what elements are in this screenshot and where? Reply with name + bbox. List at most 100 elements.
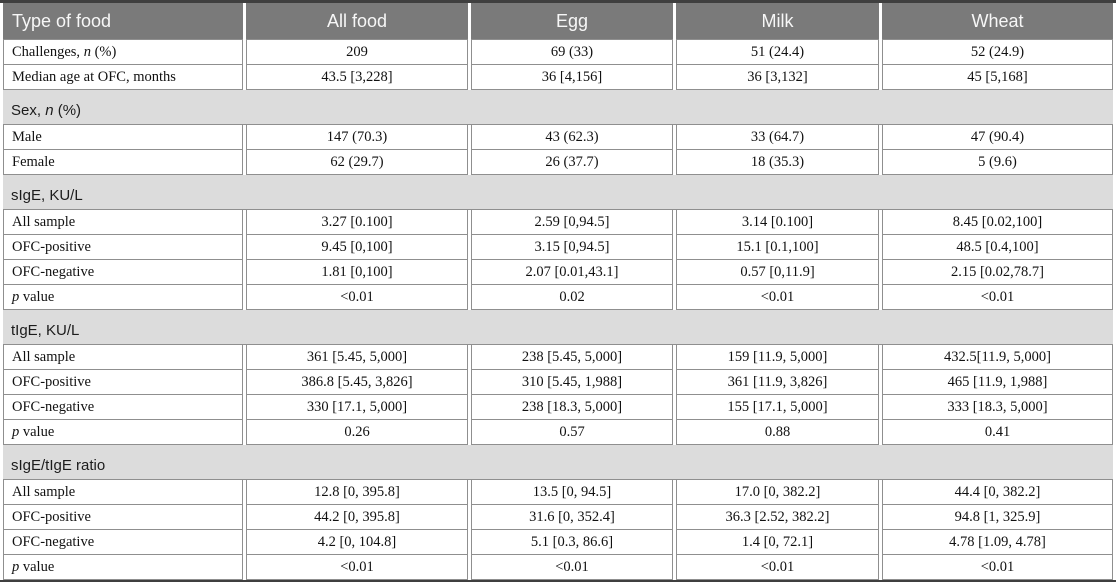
row-label: Challenges, n (%) [3,39,243,65]
value-cell: 3.15 [0,94.5] [471,235,673,260]
value-cell: 0.57 [0,11.9] [676,260,879,285]
row-label: Median age at OFC, months [3,65,243,90]
value-cell: <0.01 [882,285,1113,310]
value-cell: 44.2 [0, 395.8] [246,505,468,530]
section-label-text: sIgE, KU/L [11,187,83,204]
table-row: All sample 361 [5.45, 5,000] 238 [5.45, … [3,345,1113,370]
row-label-text: All sample [12,213,76,230]
value-cell: <0.01 [246,285,468,310]
row-label-italic: p [12,423,20,440]
value-cell: 465 [11.9, 1,988] [882,370,1113,395]
value-cell: 36.3 [2.52, 382.2] [676,505,879,530]
value-cell: 361 [11.9, 3,826] [676,370,879,395]
value-cell: 36 [3,132] [676,65,879,90]
value-cell: 1.4 [0, 72.1] [676,530,879,555]
value-cell: 33 (64.7) [676,125,879,150]
value-cell: 432.5[11.9, 5,000] [882,345,1113,370]
table-row: OFC-negative 4.2 [0, 104.8] 5.1 [0.3, 86… [3,530,1113,555]
column-header-wheat: Wheat [882,3,1113,39]
section-label-text: (%) [53,102,82,119]
section-label-italic: n [45,102,54,119]
value-cell: 159 [11.9, 5,000] [676,345,879,370]
row-label: p value [3,420,243,445]
row-label-text: Female [12,153,55,170]
value-cell: 386.8 [5.45, 3,826] [246,370,468,395]
row-label: OFC-positive [3,370,243,395]
row-label-text: OFC-negative [12,263,95,280]
value-cell: 0.02 [471,285,673,310]
value-cell: 238 [5.45, 5,000] [471,345,673,370]
section-label-text: tIgE, KU/L [11,322,80,339]
value-cell: 36 [4,156] [471,65,673,90]
row-label-text: OFC-positive [12,238,91,255]
value-cell: 0.88 [676,420,879,445]
value-cell: 238 [18.3, 5,000] [471,395,673,420]
table-row: p value 0.26 0.57 0.88 0.41 [3,420,1113,445]
table-row: OFC-positive 9.45 [0,100] 3.15 [0,94.5] … [3,235,1113,260]
value-cell: 2.15 [0.02,78.7] [882,260,1113,285]
section-header-sex: Sex, n (%) [3,90,1113,125]
table-row: All sample 12.8 [0, 395.8] 13.5 [0, 94.5… [3,480,1113,505]
value-cell: 43.5 [3,228] [246,65,468,90]
header-row: Type of food All food Egg Milk Wheat [3,3,1113,39]
value-cell: 48.5 [0.4,100] [882,235,1113,260]
value-cell: 361 [5.45, 5,000] [246,345,468,370]
value-cell: 9.45 [0,100] [246,235,468,260]
value-cell: 209 [246,39,468,65]
row-label-text: OFC-positive [12,373,91,390]
row-label: OFC-positive [3,235,243,260]
value-cell: 51 (24.4) [676,39,879,65]
row-label-text: Median age at OFC, months [12,68,176,85]
value-cell: 5 (9.6) [882,150,1113,175]
value-cell: <0.01 [676,555,879,580]
value-cell: 3.14 [0.100] [676,210,879,235]
section-header-row: sIgE, KU/L [3,175,1113,210]
table-row: OFC-negative 330 [17.1, 5,000] 238 [18.3… [3,395,1113,420]
value-cell: 17.0 [0, 382.2] [676,480,879,505]
value-cell: <0.01 [246,555,468,580]
row-label: Male [3,125,243,150]
value-cell: 94.8 [1, 325.9] [882,505,1113,530]
table-row: OFC-positive 386.8 [5.45, 3,826] 310 [5.… [3,370,1113,395]
value-cell: 1.81 [0,100] [246,260,468,285]
value-cell: 2.59 [0,94.5] [471,210,673,235]
section-header-sige-tige-ratio: sIgE/tIgE ratio [3,445,1113,480]
row-label-text: value [19,423,55,440]
row-label: All sample [3,210,243,235]
value-cell: 4.78 [1.09, 4.78] [882,530,1113,555]
value-cell: 26 (37.7) [471,150,673,175]
section-label-text: sIgE/tIgE ratio [11,457,106,474]
column-header-milk: Milk [676,3,879,39]
value-cell: 18 (35.3) [676,150,879,175]
row-label: OFC-negative [3,530,243,555]
section-header-row: sIgE/tIgE ratio [3,445,1113,480]
row-label-text: All sample [12,483,76,500]
value-cell: 31.6 [0, 352.4] [471,505,673,530]
value-cell: 0.41 [882,420,1113,445]
row-label: OFC-positive [3,505,243,530]
row-label-text: OFC-positive [12,508,91,525]
row-label-text: OFC-negative [12,533,95,550]
table-row: OFC-negative 1.81 [0,100] 2.07 [0.01,43.… [3,260,1113,285]
table-row: p value <0.01 <0.01 <0.01 <0.01 [3,555,1113,580]
value-cell: 4.2 [0, 104.8] [246,530,468,555]
section-header-tige: tIgE, KU/L [3,310,1113,345]
value-cell: 13.5 [0, 94.5] [471,480,673,505]
value-cell: 8.45 [0.02,100] [882,210,1113,235]
row-label-text: value [19,288,55,305]
row-label-text: Male [12,128,42,145]
value-cell: 2.07 [0.01,43.1] [471,260,673,285]
row-label-text: (%) [90,43,117,60]
table-row: All sample 3.27 [0.100] 2.59 [0,94.5] 3.… [3,210,1113,235]
value-cell: 0.57 [471,420,673,445]
value-cell: 5.1 [0.3, 86.6] [471,530,673,555]
value-cell: 15.1 [0.1,100] [676,235,879,260]
table-row: Male 147 (70.3) 43 (62.3) 33 (64.7) 47 (… [3,125,1113,150]
value-cell: 155 [17.1, 5,000] [676,395,879,420]
column-header-type-of-food: Type of food [3,3,243,39]
row-label: p value [3,285,243,310]
row-label: OFC-negative [3,260,243,285]
column-header-egg: Egg [471,3,673,39]
value-cell: 333 [18.3, 5,000] [882,395,1113,420]
